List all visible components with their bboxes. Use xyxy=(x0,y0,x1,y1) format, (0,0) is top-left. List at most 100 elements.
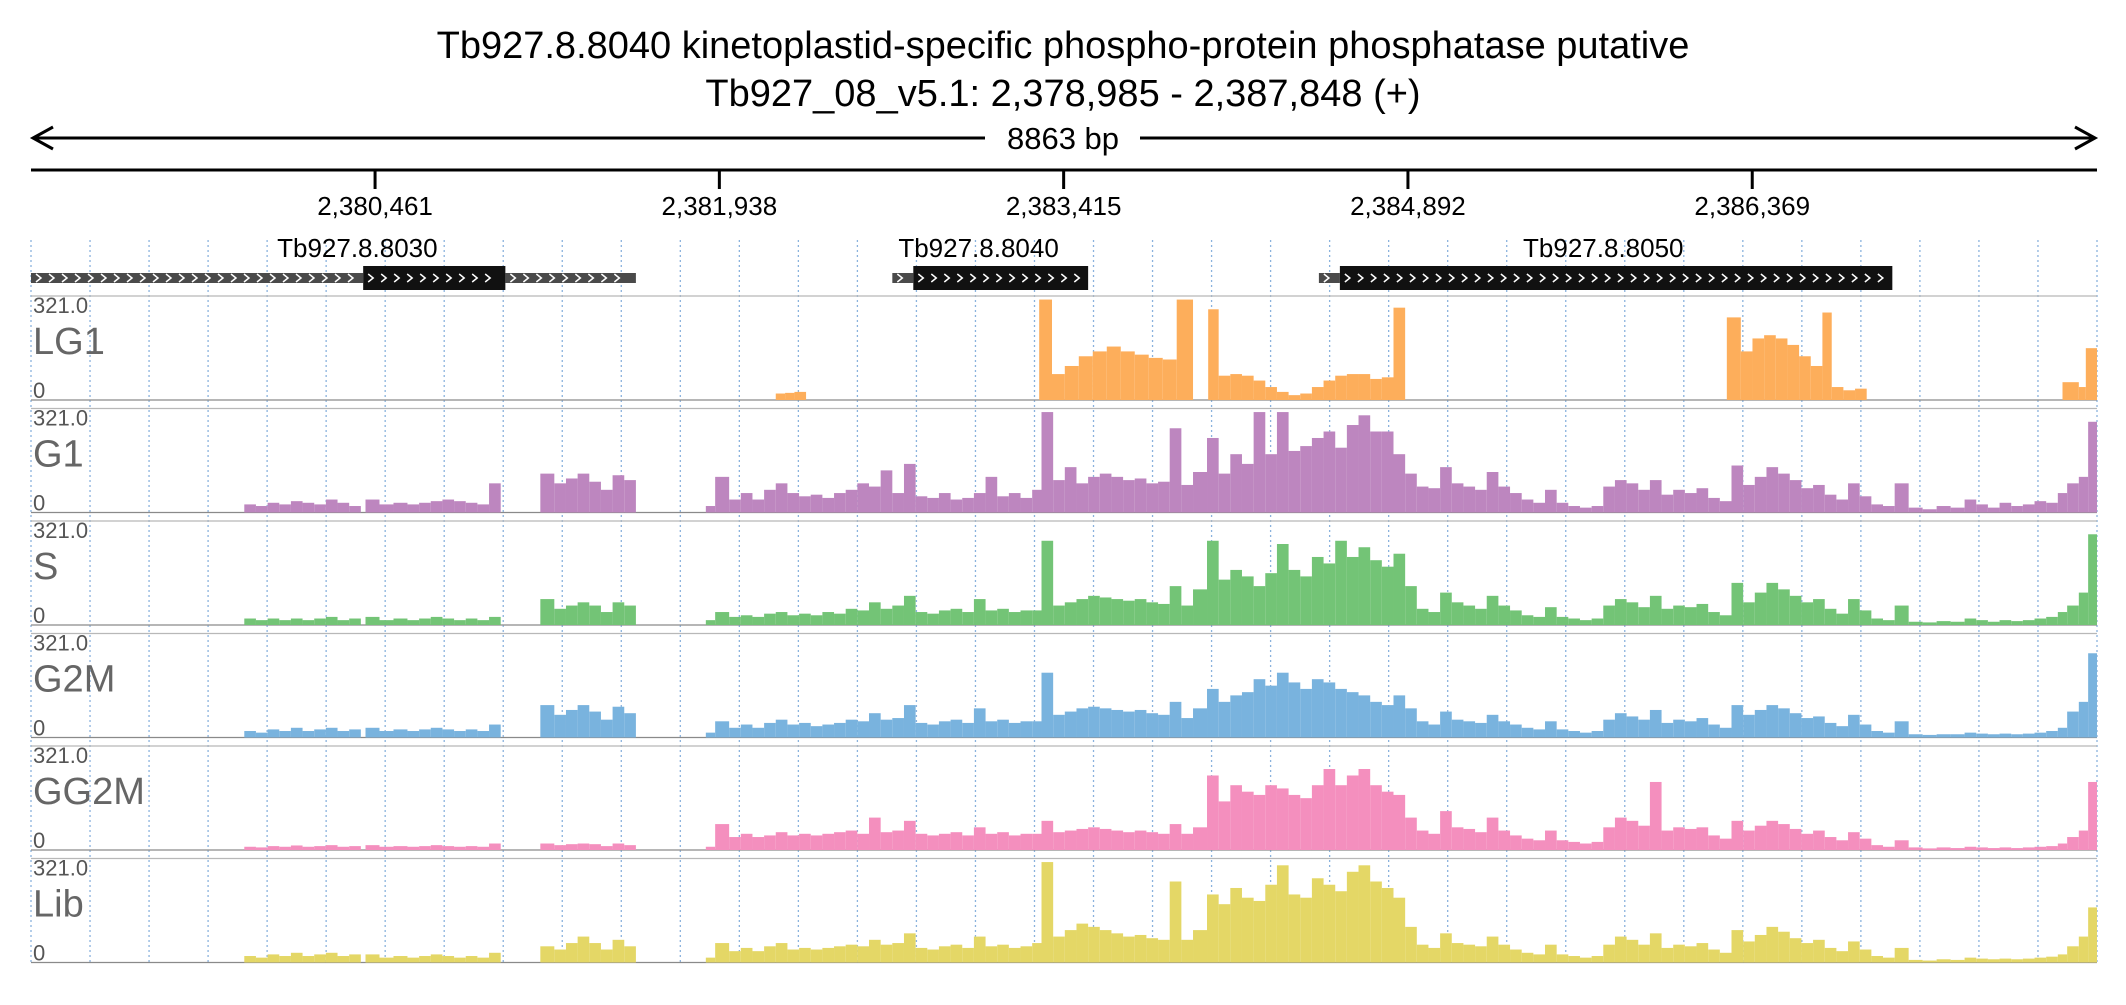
coverage-bar xyxy=(1510,493,1522,513)
coverage-bar xyxy=(1158,833,1170,850)
coverage-bar xyxy=(740,615,753,625)
coverage-bar xyxy=(349,729,361,738)
coverage-bar xyxy=(1370,560,1382,625)
coverage-bar xyxy=(1008,722,1021,738)
coverage-bar xyxy=(1463,721,1476,738)
strand-chevron xyxy=(74,273,82,283)
coverage-bar xyxy=(1764,335,1776,400)
coverage-bar xyxy=(1300,798,1312,850)
coverage-bar xyxy=(1181,605,1194,625)
coverage-bar xyxy=(379,504,394,513)
coverage-bar xyxy=(2085,348,2097,400)
coverage-bar xyxy=(1673,605,1685,625)
coverage-bar xyxy=(857,610,870,625)
coverage-bar xyxy=(540,473,555,513)
coverage-bar xyxy=(2034,618,2047,625)
coverage-bar xyxy=(1451,602,1464,625)
coverage-bar xyxy=(1405,817,1417,850)
coverage-bar xyxy=(785,392,795,400)
coverage-bar xyxy=(419,502,431,513)
coverage-bar xyxy=(1556,616,1569,625)
coverage-bar xyxy=(337,731,350,738)
coverage-bar xyxy=(1976,847,1988,850)
coverage-bar xyxy=(1253,586,1266,625)
coverage-bar xyxy=(1405,708,1417,738)
coverage-bar xyxy=(2022,620,2035,625)
coverage-bar xyxy=(740,493,753,513)
coverage-bar xyxy=(775,393,786,400)
coverage-bar xyxy=(1370,785,1382,850)
strand-chevron xyxy=(1604,273,1612,283)
strand-chevron xyxy=(509,273,517,283)
coverage-bar xyxy=(1556,954,1569,963)
coverage-bar xyxy=(1950,621,1965,625)
coverage-bar xyxy=(1859,838,1872,850)
coverage-bar xyxy=(1964,957,1977,963)
coverage-bar xyxy=(1088,926,1100,963)
coverage-bar xyxy=(752,616,765,625)
coverage-bar xyxy=(1708,835,1720,850)
coverage-bar xyxy=(1708,949,1720,963)
coverage-bar xyxy=(1323,769,1336,850)
strand-chevron xyxy=(113,273,121,283)
coverage-bar xyxy=(715,943,730,963)
coverage-track: 321.0 0 GG2M xyxy=(31,743,2097,853)
coverage-bar xyxy=(1346,374,1359,400)
coverage-bar xyxy=(1848,714,1860,738)
coverage-bar xyxy=(1510,724,1522,738)
coverage-bar xyxy=(1661,722,1674,738)
coverage-bar xyxy=(1335,540,1347,625)
coverage-bar xyxy=(857,721,870,738)
strand-chevron xyxy=(930,273,938,283)
coverage-bar xyxy=(1288,569,1301,625)
coverage-bar xyxy=(1894,840,1909,850)
coverage-bar xyxy=(985,946,998,963)
coverage-bar xyxy=(799,722,811,738)
coverage-bar xyxy=(1064,365,1079,400)
coverage-bar xyxy=(903,705,916,738)
coverage-bar xyxy=(1964,732,1977,738)
coverage-bar xyxy=(973,936,986,963)
coverage-bar xyxy=(1533,954,1546,963)
coverage-bar xyxy=(1463,828,1476,850)
track-name-label: LG1 xyxy=(33,321,105,363)
coverage-bar xyxy=(799,947,811,963)
coverage-bar xyxy=(1041,540,1054,625)
coverage-bar xyxy=(1836,840,1849,850)
coverage-bar xyxy=(775,832,788,850)
coverage-bar xyxy=(1936,959,1951,963)
coverage-bar xyxy=(1241,576,1254,625)
coverage-bar xyxy=(973,493,986,513)
coverage-bar xyxy=(565,844,578,850)
coverage-bar xyxy=(2022,847,2035,850)
coverage-bar xyxy=(1032,833,1042,850)
coverage-bar xyxy=(1731,582,1744,625)
coverage-bar xyxy=(1053,936,1065,963)
coverage-bar xyxy=(962,497,974,513)
track-ymin-label: 0 xyxy=(33,491,45,516)
coverage-bar xyxy=(489,843,501,850)
coverage-bar xyxy=(1855,388,1867,400)
strand-chevron xyxy=(1008,273,1016,283)
coverage-bar xyxy=(430,845,443,850)
coverage-bar xyxy=(1775,338,1788,400)
strand-chevron xyxy=(1323,273,1331,283)
coverage-bar xyxy=(465,956,478,963)
coverage-bar xyxy=(1146,483,1159,513)
strand-chevron xyxy=(178,273,186,283)
coverage-bar xyxy=(1076,828,1089,850)
coverage-bar xyxy=(1053,832,1065,850)
coverage-bar xyxy=(1799,356,1811,400)
coverage-bar xyxy=(1824,722,1837,738)
coverage-bar xyxy=(1976,504,1988,513)
coverage-bar xyxy=(1230,695,1242,738)
coverage-bar xyxy=(430,954,443,963)
coverage-bar xyxy=(938,833,951,850)
coverage-bar xyxy=(857,946,870,963)
coverage-bar xyxy=(393,729,408,738)
coverage-bar xyxy=(1964,846,1977,850)
coverage-bar xyxy=(2046,956,2058,963)
coverage-bar xyxy=(950,832,963,850)
coverage-bar xyxy=(834,722,846,738)
coverage-bar xyxy=(1883,846,1895,850)
